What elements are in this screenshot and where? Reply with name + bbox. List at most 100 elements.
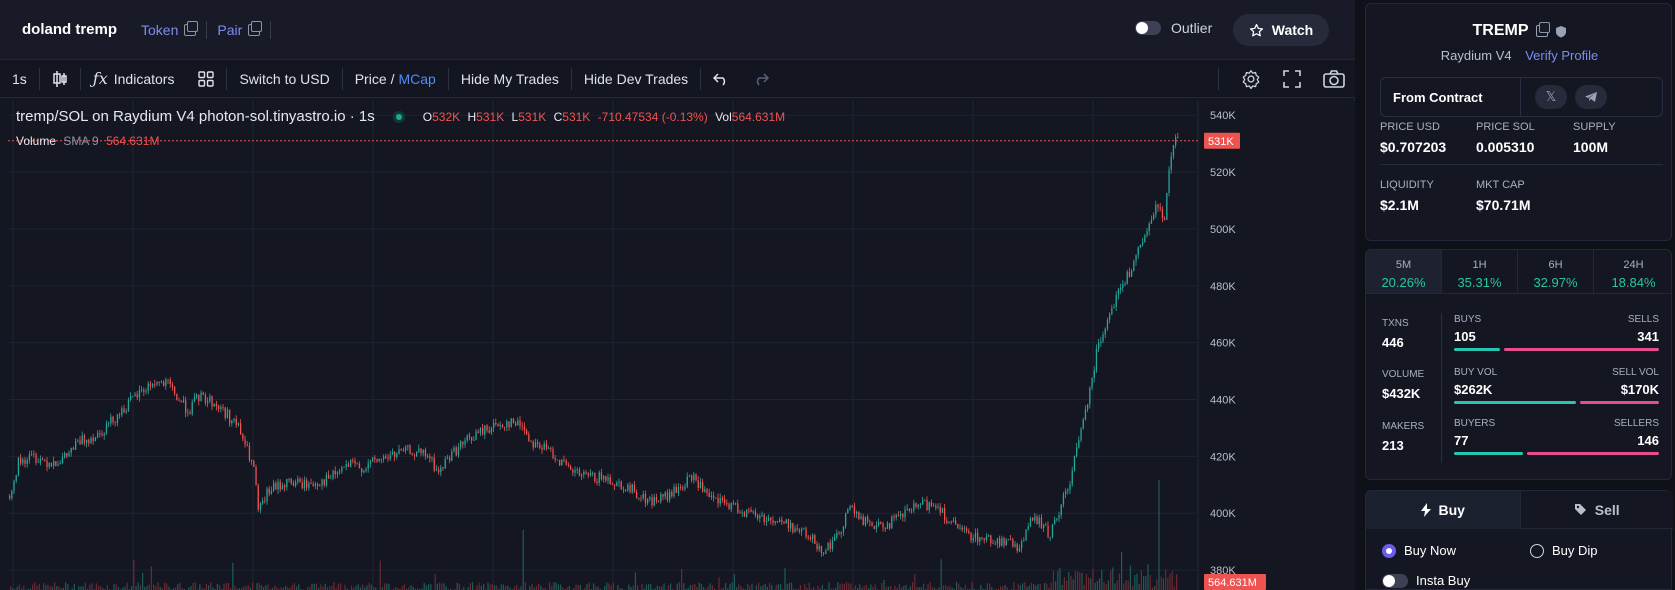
candle-body: [607, 477, 609, 481]
volume-bar: [960, 586, 962, 590]
candle-body: [141, 389, 143, 391]
buy-tab-label: Buy: [1438, 502, 1465, 518]
copy-icon[interactable]: [184, 20, 199, 36]
insta-buy-toggle[interactable]: Insta Buy: [1382, 573, 1470, 588]
volume-bar: [199, 584, 201, 590]
volume-bar: [588, 582, 590, 590]
timeframe-change: 20.26%: [1381, 275, 1426, 290]
candle-body: [941, 507, 944, 513]
candle-body: [468, 435, 471, 438]
candle-body: [963, 528, 966, 530]
timeframe-24h[interactable]: 24H 18.84%: [1594, 250, 1671, 294]
volume-bar: [408, 587, 410, 590]
volume-bar: [551, 586, 553, 590]
radio-selected[interactable]: [1382, 543, 1396, 558]
buy-dip-option[interactable]: Buy Dip: [1530, 543, 1598, 558]
candle-body: [629, 484, 631, 493]
sell-tab[interactable]: Sell: [1519, 491, 1673, 529]
shield-icon[interactable]: [1555, 25, 1567, 38]
toggle-switch[interactable]: [1135, 21, 1161, 35]
candle-body: [869, 521, 871, 523]
layout-button[interactable]: [186, 60, 226, 98]
candle-body: [856, 511, 858, 514]
candle-body: [418, 448, 420, 452]
switch-usd-button[interactable]: Switch to USD: [239, 70, 330, 87]
candle-body: [517, 420, 519, 426]
undo-button[interactable]: [701, 60, 741, 98]
timeframe-1h[interactable]: 1H 35.31%: [1442, 250, 1518, 294]
token-link[interactable]: Token: [141, 20, 199, 38]
verify-profile-link[interactable]: Verify Profile: [1525, 48, 1599, 63]
hide-my-trades-button[interactable]: Hide My Trades: [460, 70, 559, 87]
radio-unselected[interactable]: [1530, 543, 1544, 558]
volume-bar: [839, 584, 841, 590]
x-social-button[interactable]: 𝕏: [1535, 85, 1567, 109]
candle-body: [297, 478, 299, 483]
candle-body: [156, 381, 158, 385]
candle-body: [154, 384, 156, 385]
redo-button[interactable]: [741, 60, 781, 98]
candle-body: [1082, 419, 1084, 429]
watch-button[interactable]: Watch: [1233, 14, 1329, 46]
dex-name: Raydium V4: [1440, 48, 1512, 63]
toggle-switch[interactable]: [1382, 573, 1408, 588]
candle-body: [83, 435, 86, 444]
settings-gear-icon[interactable]: [1241, 69, 1261, 89]
pair-link[interactable]: Pair: [217, 20, 263, 38]
hide-dev-trades-button[interactable]: Hide Dev Trades: [583, 70, 689, 87]
volume-bar: [945, 585, 947, 590]
candle-body: [589, 473, 592, 476]
volume-bar: [502, 584, 504, 590]
timeframe-5m[interactable]: 5M 20.26%: [1366, 250, 1442, 294]
candle-body: [1029, 518, 1032, 527]
timeframe-6h[interactable]: 6H 32.97%: [1518, 250, 1594, 294]
indicators-button[interactable]: ƒx Indicators: [81, 60, 187, 98]
copy-icon[interactable]: [1535, 22, 1550, 37]
volume-bar: [280, 587, 282, 590]
price-chart[interactable]: 540K520K500K480K460K440K420K400K380K531K…: [8, 101, 1355, 590]
fullscreen-icon[interactable]: [1283, 70, 1301, 88]
volume-bar: [832, 588, 834, 590]
telegram-button[interactable]: [1575, 85, 1607, 109]
candle-body: [996, 538, 999, 544]
volume-bar: [489, 584, 491, 590]
volume-bar: [364, 587, 366, 590]
candle-body: [61, 457, 64, 463]
x-logo-icon: 𝕏: [1545, 89, 1557, 105]
interval-button[interactable]: 1s: [12, 70, 27, 87]
mcap-option[interactable]: MCap: [398, 70, 436, 87]
candle-body: [391, 451, 394, 455]
volume-bar: [406, 588, 408, 590]
price-mcap-toggle[interactable]: Price / MCap: [343, 60, 448, 98]
candle-type-button[interactable]: [40, 60, 80, 98]
volume-bar: [122, 587, 124, 590]
buy-now-option[interactable]: Buy Now: [1382, 543, 1456, 558]
volume-bar: [137, 582, 139, 590]
volume-bar: [841, 583, 843, 590]
buy-tab[interactable]: Buy: [1366, 491, 1520, 529]
copy-icon[interactable]: [248, 20, 263, 36]
candle-body: [554, 458, 556, 460]
volume-bar: [971, 582, 973, 590]
volume-bar: [487, 582, 489, 590]
txns-stat: TXNS 446: [1382, 318, 1409, 350]
candle-body: [383, 456, 385, 459]
volume-bar: [113, 584, 115, 590]
low-label: L: [511, 109, 519, 124]
divider: [206, 20, 208, 39]
candle-body: [955, 520, 957, 525]
candle-body: [530, 441, 532, 442]
price-option[interactable]: Price: [354, 70, 387, 87]
buys-value: 105: [1454, 329, 1476, 344]
volume-bar: [738, 584, 740, 590]
volume-bar: [463, 586, 465, 590]
candle-body: [1045, 524, 1047, 526]
candle-body: [301, 482, 303, 489]
outlier-toggle[interactable]: Outlier: [1135, 20, 1212, 36]
y-tick-label: 480K: [1210, 281, 1236, 293]
volume-bar: [912, 582, 914, 590]
candle-body: [180, 400, 182, 403]
volume-bar: [1145, 576, 1147, 590]
chart-area[interactable]: 540K 520K 500K 480K 460K 440K 420K 400K 380K 531K…: [8, 101, 1355, 590]
camera-icon[interactable]: [1323, 70, 1345, 88]
